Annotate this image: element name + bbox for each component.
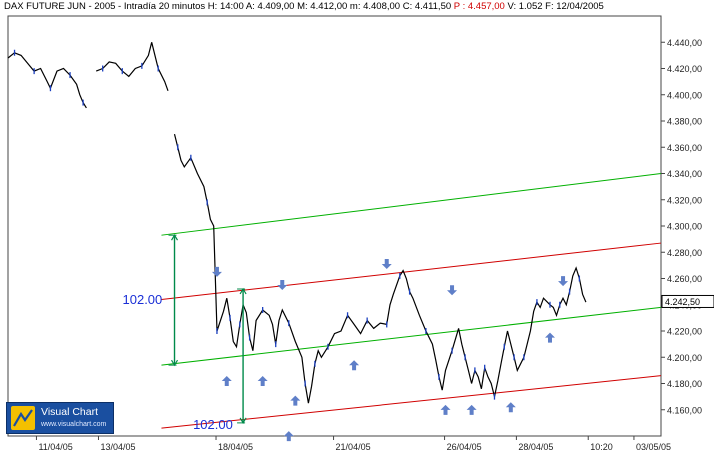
visual-chart-watermark: Visual Chart www.visualchart.com (6, 402, 114, 434)
arrow-up-icon (544, 332, 555, 343)
header-date: F: 12/04/2005 (542, 1, 604, 12)
x-tick-label: 03/05/05 (636, 442, 671, 452)
arrow-up-icon (283, 431, 294, 442)
header-interval: - Intradía 20 minutos (115, 1, 206, 12)
x-tick-label: 28/04/05 (518, 442, 553, 452)
arrow-up-icon (290, 395, 301, 406)
signal-arrow-up (349, 360, 360, 371)
watermark-url: www.visualchart.com (41, 421, 107, 428)
header-high: H: 14:00 (205, 1, 244, 12)
arrow-down-icon (211, 266, 222, 277)
y-tick-label: 4.180,00 (667, 379, 702, 389)
y-tick-label: 4.260,00 (667, 274, 702, 284)
signal-arrow-up (440, 404, 451, 415)
header-volume: V: 1.052 (504, 1, 543, 12)
y-tick-label: 4.340,00 (667, 169, 702, 179)
channel-line (161, 173, 662, 236)
signal-arrow-up (290, 395, 301, 406)
header-max: M: 4.412,00 (294, 1, 348, 12)
y-tick-label: 4.360,00 (667, 143, 702, 153)
header-open: A: 4.409,00 (243, 1, 295, 12)
arrow-up-icon (466, 404, 477, 415)
y-tick-label: 4.200,00 (667, 353, 702, 363)
price-line (95, 42, 169, 92)
y-tick-label: 4.440,00 (667, 38, 702, 48)
signal-arrow-down (211, 266, 222, 277)
x-tick-label: 21/04/05 (336, 442, 371, 452)
channel-line (161, 242, 662, 300)
channel-line (161, 306, 662, 366)
watermark-title: Visual Chart (41, 406, 99, 418)
x-tick-label: 10:20 (590, 442, 613, 452)
arrow-down-icon (381, 259, 392, 269)
arrow-down-icon (558, 276, 569, 287)
signal-arrow-up (283, 431, 294, 442)
y-tick-label: 4.400,00 (667, 90, 702, 100)
signal-arrow-up (221, 375, 232, 386)
measure-label: 102.00 (193, 417, 233, 432)
header-close: C: 4.411,50 (400, 1, 452, 12)
arrow-up-icon (257, 375, 268, 386)
signal-arrow-up (505, 402, 516, 413)
signal-arrow-down (447, 285, 458, 296)
x-tick-label: 11/04/05 (38, 442, 72, 452)
chart-header: DAX FUTURE JUN - 2005 - Intradía 20 minu… (4, 1, 604, 12)
header-min: m: 4.408,00 (347, 1, 401, 12)
signal-arrow-down (381, 259, 392, 269)
channel-line (161, 375, 662, 429)
header-symbol: DAX FUTURE JUN - 2005 (4, 1, 116, 12)
signal-arrow-down (558, 276, 569, 287)
last-price-label: 4.242,50 (665, 297, 700, 307)
y-tick-label: 4.420,00 (667, 64, 702, 74)
x-tick-label: 18/04/05 (218, 442, 253, 452)
y-tick-label: 4.380,00 (667, 117, 702, 127)
y-tick-label: 4.280,00 (667, 248, 702, 258)
arrow-up-icon (221, 375, 232, 386)
measure-label: 102.00 (123, 292, 163, 307)
y-tick-label: 4.160,00 (667, 405, 702, 415)
arrow-up-icon (505, 402, 516, 413)
signal-arrow-up (257, 375, 268, 386)
arrow-up-icon (349, 360, 360, 371)
header-price: P : 4.457,00 (451, 1, 505, 12)
y-tick-label: 4.320,00 (667, 195, 702, 205)
price-line (7, 52, 87, 109)
plot-frame (7, 15, 662, 437)
arrow-down-icon (447, 285, 458, 296)
x-tick-label: 13/04/05 (100, 442, 135, 452)
x-tick-label: 26/04/05 (447, 442, 482, 452)
signal-arrow-up (544, 332, 555, 343)
signal-arrow-up (466, 404, 477, 415)
signal-arrow-down (277, 280, 288, 290)
arrow-up-icon (440, 404, 451, 415)
last-price-box (661, 294, 714, 308)
y-tick-label: 4.300,00 (667, 222, 702, 232)
visual-chart-logo-icon (11, 406, 35, 430)
y-tick-label: 4.220,00 (667, 327, 702, 337)
arrow-down-icon (277, 280, 288, 290)
price-line (173, 133, 587, 404)
